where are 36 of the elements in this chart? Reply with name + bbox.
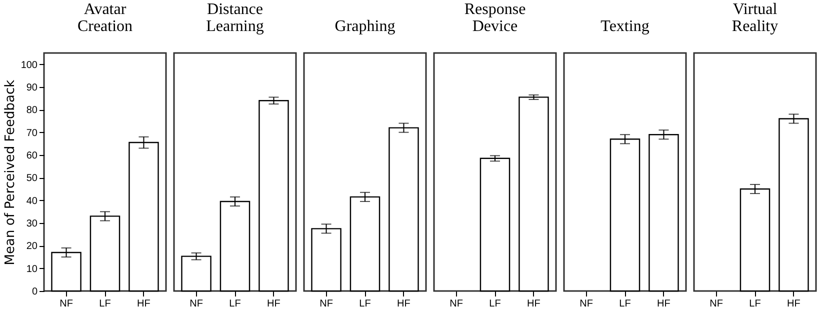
y-tick-label: 70	[26, 128, 38, 139]
y-tick-label: 0	[32, 286, 38, 298]
chart-title: Virtual Reality	[732, 1, 778, 35]
x-tick-label: LF	[749, 298, 761, 310]
x-tick-label: NF	[60, 298, 73, 310]
y-tick-label: 10	[26, 264, 38, 275]
x-tick-label: HF	[267, 298, 280, 310]
y-tick-label: 40	[26, 196, 38, 207]
x-tick-label: HF	[137, 298, 150, 310]
y-tick-label: 50	[26, 173, 38, 184]
chart-title: Response Device	[464, 1, 526, 35]
chart-title: Avatar Creation	[77, 1, 133, 35]
chart-title: Texting	[600, 18, 650, 35]
y-tick-label: 60	[26, 150, 38, 162]
y-tick-label: 20	[26, 241, 38, 252]
x-tick-label: NF	[580, 298, 593, 310]
chart-title: Graphing	[334, 18, 396, 35]
x-tick-label: LF	[489, 298, 501, 310]
y-axis-title: Mean of Perceived Feedback	[2, 79, 18, 266]
y-tick-label: 80	[26, 105, 38, 116]
chart-title: Distance Learning	[206, 1, 264, 35]
x-tick-label: LF	[99, 298, 111, 310]
x-tick-label: LF	[619, 298, 631, 310]
x-tick-label: NF	[450, 298, 463, 310]
x-tick-label: LF	[359, 298, 371, 310]
y-tick-label: 90	[26, 82, 38, 94]
x-tick-label: LF	[229, 298, 241, 310]
y-tick-label: 100	[20, 60, 38, 71]
x-tick-label: NF	[710, 298, 723, 310]
x-tick-label: NF	[190, 298, 203, 310]
x-tick-label: HF	[787, 298, 800, 310]
x-tick-label: HF	[527, 298, 540, 310]
y-tick-label: 30	[26, 218, 38, 230]
x-tick-label: HF	[397, 298, 410, 310]
x-tick-label: NF	[320, 298, 333, 310]
x-tick-label: HF	[657, 298, 670, 310]
